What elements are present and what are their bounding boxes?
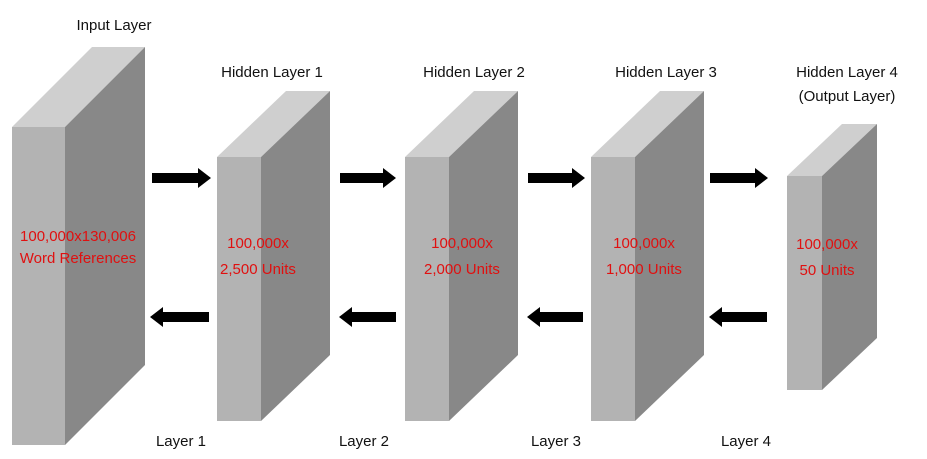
block-side-face (65, 47, 145, 445)
units-line1-hidden-layer-3: 100,000x (613, 235, 675, 252)
arrow-left-icon (339, 307, 396, 327)
block-side-face (449, 91, 518, 421)
block-front-face (217, 157, 261, 421)
block-top-face (591, 91, 704, 157)
arrow-right-icon (340, 168, 396, 188)
block-top-face (12, 47, 145, 127)
block-hidden-layer-2 (405, 91, 518, 421)
block-hidden-layer-1 (217, 91, 330, 421)
arrow-left-icon (527, 307, 583, 327)
arrow-right-icon (710, 168, 768, 188)
block-front-face (12, 127, 65, 445)
units-line1-hidden-layer-4: 100,000x (796, 236, 858, 253)
block-side-face (822, 124, 877, 390)
units-line2-hidden-layer-2: 2,000 Units (424, 261, 500, 278)
layer-label-1: Layer 1 (156, 433, 206, 450)
block-side-face (635, 91, 704, 421)
block-top-face (787, 124, 877, 176)
block-title-hidden-layer-1: Hidden Layer 1 (221, 64, 323, 81)
units-line2-hidden-layer-3: 1,000 Units (606, 261, 682, 278)
layer-label-3: Layer 3 (531, 433, 581, 450)
layer-label-4: Layer 4 (721, 433, 771, 450)
block-side-face (261, 91, 330, 421)
block-title-hidden-layer-3: Hidden Layer 3 (615, 64, 717, 81)
units-line2-hidden-layer-4: 50 Units (799, 262, 854, 279)
block-title-hidden-layer-4: Hidden Layer 4 (796, 64, 898, 81)
units-line1-hidden-layer-1: 100,000x (227, 235, 289, 252)
block-hidden-layer-3 (591, 91, 704, 421)
block-front-face (591, 157, 635, 421)
block-title-input-layer: Input Layer (76, 17, 151, 34)
block-top-face (405, 91, 518, 157)
units-line1-hidden-layer-2: 100,000x (431, 235, 493, 252)
arrow-right-icon (528, 168, 585, 188)
block-hidden-layer-4 (787, 124, 877, 390)
arrow-left-icon (709, 307, 767, 327)
units-line2-hidden-layer-1: 2,500 Units (220, 261, 296, 278)
block-subtitle-output-layer: (Output Layer) (799, 88, 896, 105)
block-input-layer (12, 47, 145, 445)
block-front-face (787, 176, 822, 390)
block-title-hidden-layer-2: Hidden Layer 2 (423, 64, 525, 81)
arrow-left-icon (150, 307, 209, 327)
arrow-right-icon (152, 168, 211, 188)
units-line2-input-layer: Word References (20, 250, 136, 267)
block-front-face (405, 157, 449, 421)
block-top-face (217, 91, 330, 157)
units-line1-input-layer: 100,000x130,006 (20, 228, 136, 245)
layer-label-2: Layer 2 (339, 433, 389, 450)
